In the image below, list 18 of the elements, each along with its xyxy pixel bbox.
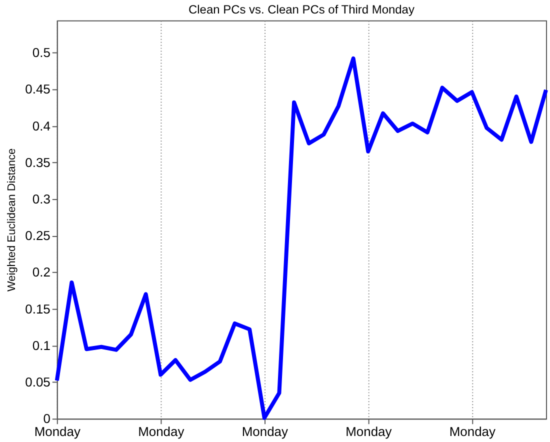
y-tick-label: 0.35 bbox=[25, 154, 50, 170]
x-tick-label: Monday bbox=[449, 424, 496, 440]
y-tick-label: 0 bbox=[43, 411, 50, 426]
x-tick-label: Monday bbox=[242, 424, 288, 440]
y-tick-label: 0.45 bbox=[25, 82, 50, 97]
y-tick-label: 0.4 bbox=[32, 118, 50, 134]
y-tick-label: 0.5 bbox=[32, 45, 50, 60]
y-tick-label: 0.3 bbox=[32, 191, 50, 206]
y-tick-label: 0.15 bbox=[25, 301, 50, 316]
chart-title: Clean PCs vs. Clean PCs of Third Monday bbox=[188, 2, 414, 16]
y-tick-label: 0.25 bbox=[25, 228, 50, 244]
y-axis-title: Weighted Euclidean Distance bbox=[6, 148, 18, 292]
y-tick-label: 0.1 bbox=[32, 338, 50, 353]
x-tick-label: Monday bbox=[346, 424, 392, 440]
y-tick-label: 0.2 bbox=[32, 264, 50, 280]
y-tick-label: 0.05 bbox=[25, 374, 50, 390]
x-tick-label: Monday bbox=[138, 424, 185, 440]
x-tick-label: Monday bbox=[34, 424, 81, 440]
